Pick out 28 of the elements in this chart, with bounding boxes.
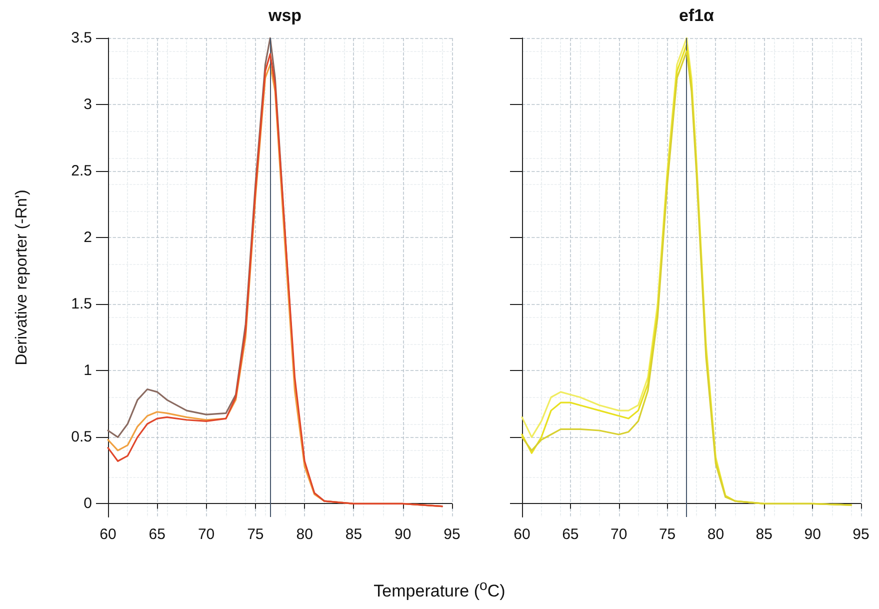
x-tick-label: 60 — [100, 526, 116, 543]
x-tick-label: 90 — [394, 526, 412, 543]
x-tick-label: 75 — [658, 526, 676, 543]
x-tick-label: 90 — [804, 526, 821, 543]
x-tick-label: 85 — [756, 526, 772, 543]
x-tick-label: 70 — [610, 526, 628, 543]
x-tick-label: 80 — [707, 526, 724, 543]
y-tick-label: 1 — [84, 362, 92, 380]
x-tick-label: 75 — [247, 526, 264, 543]
y-tick-label: 0.5 — [71, 428, 92, 446]
x-tick-label: 65 — [562, 526, 579, 543]
chart-title: ef1α — [678, 6, 715, 25]
x-tick-label: 70 — [198, 526, 215, 543]
y-tick-label: 3.5 — [71, 30, 92, 46]
chart-title: wsp — [267, 6, 302, 25]
x-tick-label: 95 — [444, 526, 460, 543]
y-tick-label: 2.5 — [71, 162, 92, 180]
y-tick-label: 3 — [84, 96, 92, 114]
x-tick-label: 80 — [296, 526, 313, 543]
x-tick-label: 85 — [345, 526, 362, 543]
x-tick-label: 95 — [852, 526, 870, 543]
y-tick-label: 1.5 — [71, 296, 92, 313]
x-axis-title: Temperature ($^{o}$C) — [372, 578, 506, 602]
x-tick-label: 60 — [514, 526, 530, 543]
y-axis-title: Derivative reporter (-Rn') — [14, 190, 30, 366]
y-tick-label: 0 — [84, 495, 92, 512]
x-tick-label: 65 — [148, 526, 166, 543]
y-tick-label: 2 — [84, 229, 92, 246]
